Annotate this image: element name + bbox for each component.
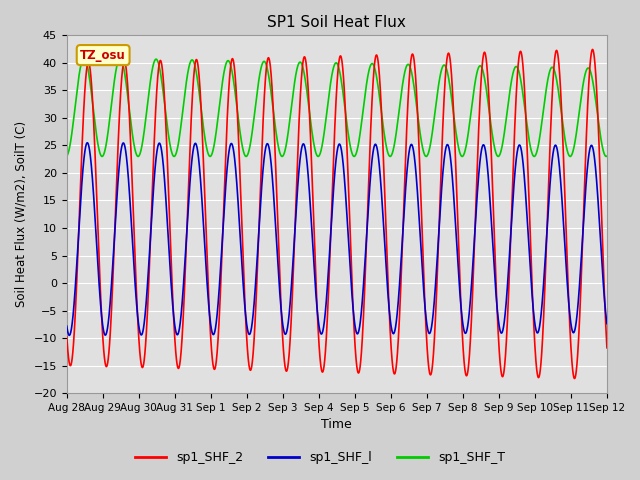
Legend: sp1_SHF_2, sp1_SHF_l, sp1_SHF_T: sp1_SHF_2, sp1_SHF_l, sp1_SHF_T	[130, 446, 510, 469]
Y-axis label: Soil Heat Flux (W/m2), SoilT (C): Soil Heat Flux (W/m2), SoilT (C)	[15, 121, 28, 307]
Text: TZ_osu: TZ_osu	[80, 48, 126, 61]
X-axis label: Time: Time	[321, 419, 352, 432]
Title: SP1 Soil Heat Flux: SP1 Soil Heat Flux	[268, 15, 406, 30]
